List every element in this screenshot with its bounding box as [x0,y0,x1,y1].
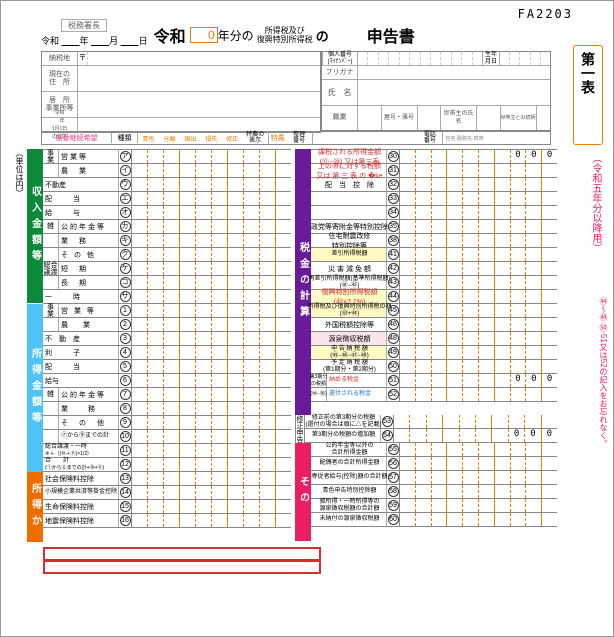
reiwa-title: 令和 [154,23,186,47]
shinkoku-title: 申告書 [367,23,415,47]
band-income: 収入金額等 [27,149,43,303]
sidebar-reminder: ㊹〜㊾ ㊿·51又は52の記入をお忘れなく。 [595,297,609,448]
taxpayer-info-right: 個人番号 (ﾏｲﾅﾝﾊﾞｰ) 生年 月日 フリガナ 氏 名 職業 屋号・雅号 世… [321,51,551,131]
band-shusei: 修正申告 [295,415,305,443]
taxpayer-info-left: 納税地 〒 現在の 住 所 居 所 事業所等 令和 年 1月1日 の住所 [41,51,321,133]
year-box[interactable]: 0 [190,27,218,43]
type-row: 振替継続希望 種類 青色分離国出損失修正 特農の 表示 特農 整理 番号 電話 … [41,131,551,145]
highlight-box-1 [43,547,321,561]
date-reiwa-prefix: 令和 [41,36,59,46]
band-koujo: 所得か [27,472,43,542]
tax-types: 所得税及び 復興特別所得税 [257,26,313,44]
band-sonota: その [295,443,311,541]
sidebar-table-label: 第一表 [573,45,603,145]
zeimu-chief-label: 税務署長 [61,19,107,32]
unit-label: （単位は円） [13,149,25,197]
sidebar-year-note: （令和五年分以降用） [583,153,603,253]
band-shotoku: 所得金額等 [27,304,43,472]
header: 税務署長 令和 年 月 日 令和 0 年分の 所得税及び 復興特別所得税 の 申… [41,19,553,47]
highlight-box-2 [43,560,321,574]
